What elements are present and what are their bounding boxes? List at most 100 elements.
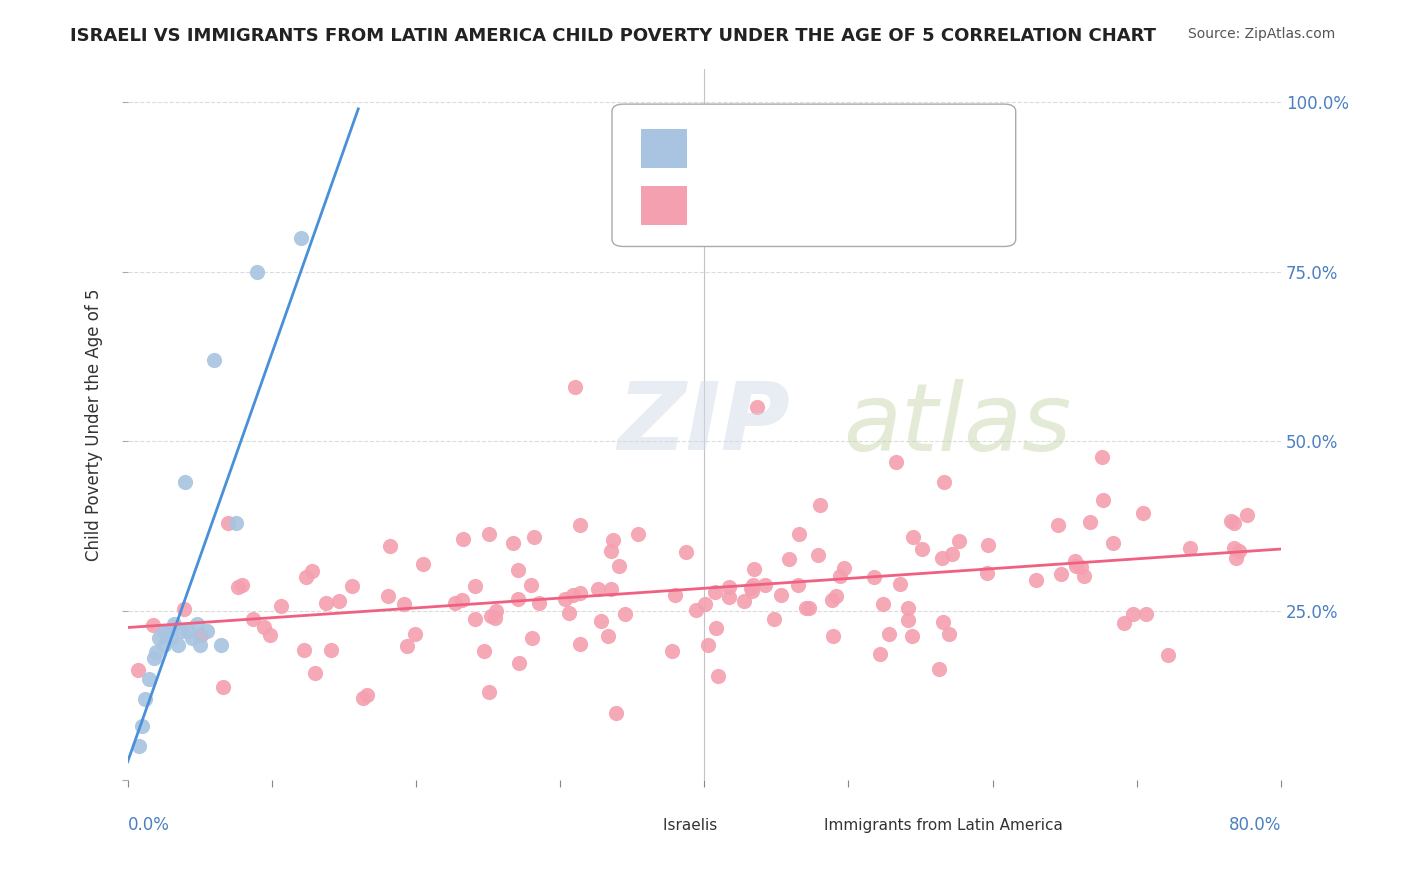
- Text: N =  25: N = 25: [848, 128, 911, 145]
- Point: [600, 544, 623, 558]
- Point: [821, 593, 844, 607]
- Point: [675, 544, 697, 558]
- Point: [1225, 551, 1247, 566]
- Point: [806, 548, 828, 562]
- Text: atlas: atlas: [842, 379, 1071, 470]
- Point: [779, 552, 801, 566]
- Point: [502, 536, 524, 550]
- Point: [290, 231, 312, 245]
- Point: [1050, 566, 1073, 581]
- Point: [869, 647, 891, 661]
- Point: [589, 614, 612, 628]
- Point: [226, 580, 249, 594]
- Point: [1132, 506, 1154, 520]
- FancyBboxPatch shape: [641, 129, 688, 169]
- Point: [695, 597, 717, 611]
- Point: [177, 624, 200, 639]
- Point: [128, 739, 150, 754]
- Point: [733, 594, 755, 608]
- Point: [832, 561, 855, 575]
- Point: [569, 637, 592, 651]
- FancyBboxPatch shape: [641, 186, 688, 225]
- Point: [202, 353, 225, 368]
- Point: [1064, 558, 1087, 573]
- Point: [1222, 541, 1244, 555]
- Point: [443, 596, 465, 610]
- Point: [527, 596, 550, 610]
- Point: [1073, 569, 1095, 583]
- Point: [602, 533, 624, 547]
- Point: [259, 627, 281, 641]
- Point: [138, 672, 160, 686]
- Point: [742, 562, 765, 576]
- Point: [174, 475, 197, 489]
- Point: [478, 685, 501, 699]
- Point: [931, 550, 953, 565]
- Point: [131, 719, 153, 733]
- Point: [877, 627, 900, 641]
- Point: [941, 547, 963, 561]
- Point: [479, 608, 502, 623]
- Point: [152, 624, 174, 639]
- Point: [897, 613, 920, 627]
- Point: [808, 498, 831, 512]
- Point: [212, 680, 235, 694]
- Point: [797, 601, 820, 615]
- Point: [554, 592, 576, 607]
- Point: [522, 631, 544, 645]
- Point: [304, 665, 326, 680]
- Point: [911, 542, 934, 557]
- Point: [142, 651, 165, 665]
- Point: [209, 638, 232, 652]
- Point: [270, 599, 292, 614]
- Point: [1122, 607, 1144, 622]
- Point: [319, 643, 342, 657]
- Point: [231, 578, 253, 592]
- Point: [863, 569, 886, 583]
- Point: [609, 559, 631, 574]
- FancyBboxPatch shape: [612, 814, 641, 839]
- Point: [134, 692, 156, 706]
- Point: [181, 631, 204, 645]
- Point: [786, 577, 808, 591]
- Point: [246, 265, 269, 279]
- Point: [1102, 536, 1125, 550]
- Point: [340, 578, 363, 592]
- Point: [1219, 514, 1241, 528]
- Point: [787, 527, 810, 541]
- Point: [508, 656, 530, 670]
- Point: [821, 629, 844, 643]
- Point: [568, 586, 591, 600]
- Text: Source: ZipAtlas.com: Source: ZipAtlas.com: [1188, 27, 1336, 41]
- Point: [754, 578, 776, 592]
- Point: [352, 691, 374, 706]
- Point: [167, 638, 190, 652]
- Point: [685, 603, 707, 617]
- Point: [145, 644, 167, 658]
- Point: [217, 516, 239, 530]
- Point: [156, 624, 179, 639]
- Point: [1227, 543, 1250, 558]
- Point: [599, 582, 621, 596]
- Point: [976, 566, 998, 580]
- Point: [1064, 553, 1087, 567]
- Point: [160, 631, 183, 645]
- Text: ISRAELI VS IMMIGRANTS FROM LATIN AMERICA CHILD POVERTY UNDER THE AGE OF 5 CORREL: ISRAELI VS IMMIGRANTS FROM LATIN AMERICA…: [70, 27, 1156, 45]
- FancyBboxPatch shape: [612, 104, 1015, 246]
- Point: [1047, 518, 1070, 533]
- Point: [396, 639, 419, 653]
- Point: [740, 582, 762, 596]
- Point: [1091, 450, 1114, 465]
- Point: [794, 600, 817, 615]
- Point: [127, 663, 149, 677]
- Point: [484, 611, 506, 625]
- Point: [627, 527, 650, 541]
- Text: R = 0.536: R = 0.536: [704, 128, 787, 145]
- Point: [412, 557, 434, 571]
- Point: [901, 530, 924, 544]
- Point: [195, 624, 218, 639]
- Point: [1236, 508, 1258, 523]
- Point: [253, 620, 276, 634]
- Point: [378, 539, 401, 553]
- Point: [1078, 516, 1101, 530]
